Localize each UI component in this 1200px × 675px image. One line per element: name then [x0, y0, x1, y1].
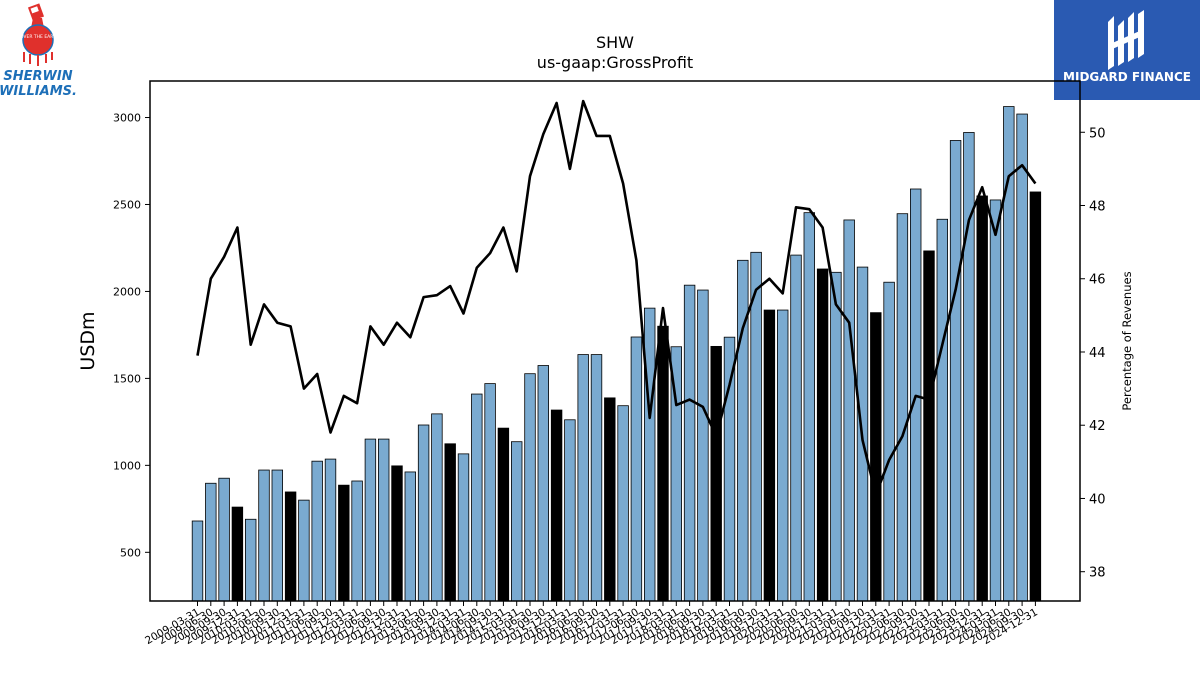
- bar: [923, 250, 935, 602]
- bar: [1016, 113, 1028, 602]
- bar: [338, 484, 350, 602]
- bar: [417, 424, 430, 602]
- bar: [484, 383, 496, 602]
- bar: [604, 397, 616, 602]
- bar: [644, 307, 656, 602]
- y2-tick-label: 44: [1089, 346, 1106, 361]
- y-tick-label: 2500: [113, 198, 141, 211]
- bar: [657, 325, 669, 602]
- y-tick-label: 1000: [113, 459, 141, 472]
- chart-title: SHW: [596, 33, 634, 52]
- bar: [497, 427, 510, 602]
- midgard-finance-logo: MIDGARD FINANCE: [1054, 0, 1200, 100]
- y2-tick-label: 40: [1089, 492, 1106, 507]
- bar: [391, 465, 403, 602]
- bar: [963, 132, 975, 602]
- bar: [830, 271, 842, 602]
- y2-tick-label: 42: [1089, 419, 1106, 434]
- y2-tick-label: 50: [1089, 126, 1106, 141]
- bar: [258, 469, 270, 602]
- bar: [896, 213, 909, 602]
- cover-the-earth-globe-icon: COVER THE EARTH: [17, 3, 59, 66]
- bar: [1029, 191, 1042, 602]
- bar: [949, 140, 962, 602]
- bar: [311, 460, 323, 602]
- chart-subtitle: us-gaap:GrossProfit: [537, 53, 693, 72]
- y-axis-label: USDm: [77, 311, 99, 370]
- bar: [790, 254, 802, 602]
- bar: [324, 458, 337, 602]
- bar: [191, 520, 204, 602]
- y-tick-label: 500: [120, 546, 141, 559]
- bar: [524, 373, 536, 602]
- left-axis-ticks: 500 1000 1500 2000 2500 3000: [113, 112, 150, 559]
- bar: [803, 212, 816, 602]
- bar: [510, 441, 523, 602]
- bar: [471, 393, 483, 602]
- bar: [284, 491, 297, 602]
- bar: [351, 480, 363, 602]
- bar: [444, 443, 456, 602]
- bar: [377, 438, 390, 602]
- bar: [364, 438, 377, 602]
- bar: [883, 281, 895, 602]
- bar: [205, 482, 217, 602]
- bar: [870, 312, 882, 602]
- gross-margin-line: [196, 99, 1037, 497]
- logo-text-line-1: SHERWIN: [3, 69, 72, 84]
- y2-tick-label: 48: [1089, 200, 1106, 215]
- bar: [723, 336, 736, 602]
- y2-tick-label: 38: [1089, 566, 1106, 581]
- bar: [630, 336, 643, 602]
- bar: [298, 499, 310, 602]
- bar-series: [191, 106, 1042, 602]
- y2-axis-label: Percentage of Revenues: [1120, 271, 1134, 410]
- bar: [936, 218, 949, 602]
- y-tick-label: 2000: [113, 285, 141, 298]
- bar: [697, 289, 709, 602]
- bar: [617, 405, 629, 602]
- y-tick-label: 1500: [113, 372, 141, 385]
- bar: [218, 477, 230, 602]
- bar: [271, 469, 284, 602]
- logo-text-line-2: WILLIAMS.: [0, 84, 77, 99]
- y2-tick-label: 46: [1089, 273, 1106, 288]
- bar: [763, 309, 776, 602]
- bar: [244, 518, 257, 602]
- bar: [231, 506, 244, 602]
- bar: [777, 309, 789, 602]
- bar: [750, 251, 762, 602]
- globe-badge-text: COVER THE EARTH: [17, 34, 59, 40]
- x-axis-ticks: 2009-03-312009-06-302009-09-302009-12-31…: [143, 601, 1040, 647]
- bar: [843, 219, 855, 602]
- bar: [431, 413, 443, 602]
- bar: [710, 345, 722, 602]
- sherwin-williams-logo: COVER THE EARTH SHERWIN WILLIAMS.: [0, 0, 80, 100]
- bar: [816, 268, 829, 602]
- bar: [976, 195, 988, 602]
- bar: [457, 453, 470, 602]
- bar: [989, 199, 1002, 602]
- bar: [737, 259, 749, 602]
- bar: [577, 354, 589, 602]
- bar: [683, 284, 696, 602]
- midgard-finance-text: MIDGARD FINANCE: [1063, 70, 1191, 84]
- right-axis-ticks: 38 40 42 44 46 48 50: [1080, 126, 1106, 581]
- bar: [537, 365, 550, 602]
- plot-frame: [149, 80, 1081, 602]
- y-tick-label: 3000: [113, 112, 141, 125]
- bar: [550, 409, 563, 602]
- bar: [590, 354, 603, 602]
- line-series: [196, 99, 1037, 497]
- bar: [404, 471, 417, 602]
- bar: [564, 419, 576, 602]
- midgard-monogram-icon: [1108, 10, 1144, 70]
